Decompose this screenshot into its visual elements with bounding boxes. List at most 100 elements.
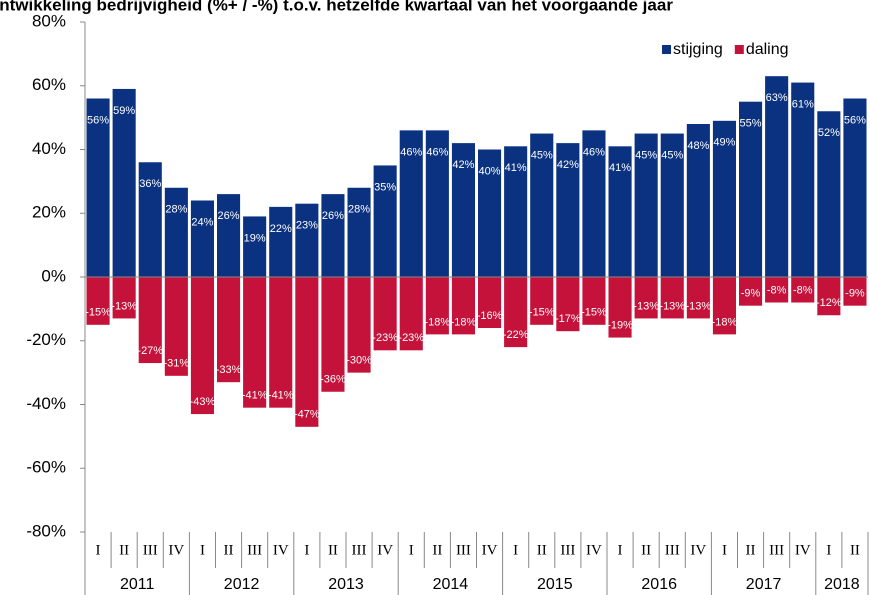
bar <box>373 165 397 277</box>
x-tick-label: III <box>352 542 367 558</box>
value-label: 26% <box>322 210 344 222</box>
x-tick-label: IV <box>482 542 498 558</box>
value-label: -15% <box>529 307 555 319</box>
bar <box>164 277 188 376</box>
bar <box>478 149 502 277</box>
bar <box>295 203 319 277</box>
bar <box>739 277 763 306</box>
bar <box>347 187 371 277</box>
bar <box>556 143 580 277</box>
value-label: -30% <box>346 355 372 367</box>
x-tick-label: I <box>200 542 205 558</box>
value-label: -8% <box>767 284 787 296</box>
value-label: -33% <box>216 364 242 376</box>
value-label: 45% <box>531 149 553 161</box>
value-label: 23% <box>296 220 318 232</box>
value-label: -27% <box>137 345 163 357</box>
value-label: 55% <box>740 118 762 130</box>
value-label: -13% <box>659 300 685 312</box>
value-label: 40% <box>479 165 501 177</box>
legend-label: daling <box>746 41 789 58</box>
bar <box>686 124 710 277</box>
x-tick-label: II <box>119 542 129 558</box>
bar <box>86 277 110 325</box>
y-tick-label: 40% <box>32 139 66 158</box>
x-tick-label: I <box>409 542 414 558</box>
x-tick-label: III <box>456 542 471 558</box>
bar <box>582 277 606 325</box>
x-tick-label: II <box>224 542 234 558</box>
value-label: 59% <box>113 105 135 117</box>
value-label: -47% <box>294 409 320 421</box>
bar <box>138 162 162 277</box>
value-label: -15% <box>85 307 111 319</box>
bar <box>138 277 162 364</box>
bar <box>321 277 345 392</box>
bar <box>190 277 214 415</box>
bar <box>347 277 371 373</box>
legend-swatch <box>734 45 744 54</box>
value-label: 46% <box>426 146 448 158</box>
x-tick-label: IV <box>586 542 602 558</box>
bar <box>217 277 241 383</box>
bar <box>817 111 841 277</box>
y-tick-label: -80% <box>26 521 66 540</box>
bar <box>791 82 815 277</box>
value-label: 28% <box>165 204 187 216</box>
value-label: 28% <box>348 204 370 216</box>
value-label: -9% <box>741 288 761 300</box>
x-tick-label: III <box>247 542 262 558</box>
value-label: -23% <box>372 332 398 344</box>
bar <box>817 277 841 316</box>
x-tick-label: I <box>826 542 831 558</box>
value-label: 48% <box>687 140 709 152</box>
value-label: 45% <box>661 149 683 161</box>
bar <box>190 200 214 277</box>
y-tick-label: 20% <box>32 203 66 222</box>
value-label: -8% <box>793 284 813 296</box>
bar <box>504 277 528 348</box>
bar <box>556 277 580 332</box>
value-label: -16% <box>477 310 503 322</box>
value-label: 56% <box>844 114 866 126</box>
x-tick-label: IV <box>273 542 289 558</box>
value-label: -23% <box>398 332 424 344</box>
x-tick-label: IV <box>377 542 393 558</box>
value-label: 41% <box>505 162 527 174</box>
bar <box>478 277 502 328</box>
value-label: 19% <box>244 232 266 244</box>
x-tick-label: III <box>665 542 680 558</box>
y-tick-label: 60% <box>32 75 66 94</box>
x-tick-label: III <box>143 542 158 558</box>
value-label: -12% <box>816 297 842 309</box>
bar <box>660 133 684 277</box>
value-label: -13% <box>111 300 137 312</box>
value-label: -43% <box>190 396 216 408</box>
bar <box>399 130 423 277</box>
value-label: -13% <box>633 300 659 312</box>
year-label: 2015 <box>537 576 573 593</box>
year-label: 2013 <box>328 576 364 593</box>
bar <box>112 88 136 277</box>
bar <box>295 277 319 427</box>
value-label: -15% <box>581 307 607 319</box>
value-label: 42% <box>557 159 579 171</box>
x-tick-label: I <box>513 542 518 558</box>
bar <box>504 146 528 277</box>
year-label: 2011 <box>120 576 155 593</box>
bar <box>321 194 345 277</box>
bar <box>765 277 789 303</box>
x-tick-label: I <box>304 542 309 558</box>
bar <box>765 76 789 277</box>
legend-label: stijging <box>673 41 723 58</box>
bar <box>843 277 867 306</box>
bar <box>530 133 554 277</box>
bar <box>243 277 267 408</box>
value-label: 49% <box>713 137 735 149</box>
chart-title: Ontwikkeling bedrijvigheid (%+ / -%) t.o… <box>0 0 673 14</box>
bar <box>269 277 293 408</box>
value-label: -13% <box>686 300 712 312</box>
value-label: 35% <box>374 181 396 193</box>
value-label: -36% <box>320 374 346 386</box>
